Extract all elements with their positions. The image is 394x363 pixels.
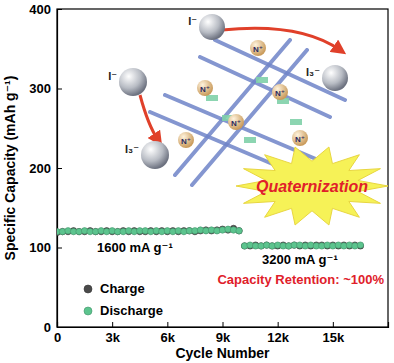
ion-label: N⁺ <box>231 119 241 128</box>
x-axis-line <box>58 322 389 328</box>
x-tick: 9k <box>216 322 231 345</box>
y-tick-mark <box>57 168 62 169</box>
y-axis-line <box>58 10 63 328</box>
iodide-sphere <box>199 14 225 40</box>
framework-node <box>256 77 268 83</box>
y-tick: 200 <box>29 161 62 176</box>
legend-label: Discharge <box>100 303 163 318</box>
y-tick-mark <box>57 89 62 90</box>
y-tick-label: 0 <box>44 320 51 335</box>
y-tick-mark <box>57 248 62 249</box>
ion-label: I⁻ <box>108 70 117 82</box>
y-tick: 400 <box>29 2 62 17</box>
legend-marker <box>84 285 92 293</box>
x-tick-label: 12k <box>267 330 289 345</box>
ammonium-sphere <box>272 84 288 100</box>
iodide-sphere <box>119 68 147 96</box>
x-tick: 12k <box>267 322 289 345</box>
y-tick: 300 <box>29 81 62 96</box>
point <box>357 243 363 249</box>
x-tick-label: 6k <box>161 330 176 345</box>
annotation: 3200 mA g⁻¹ <box>262 252 338 267</box>
x-tick-mark <box>112 322 113 327</box>
x-axis-title: Cycle Number <box>175 345 270 361</box>
ion-label: I₃⁻ <box>125 143 139 155</box>
ion-label: N⁺ <box>181 137 191 146</box>
y-tick: 100 <box>29 240 62 255</box>
y-tick-mark <box>57 9 62 10</box>
x-axis: 0 3k 6k 9k 12k 15k <box>54 322 389 345</box>
ion-label: N⁺ <box>295 135 305 144</box>
x-tick-label: 9k <box>216 330 231 345</box>
ammonium-sphere <box>292 130 308 146</box>
y-axis-title: Specific Capacity (mAh g⁻¹) <box>2 76 18 261</box>
ion-label: I⁻ <box>188 15 197 27</box>
y-tick-label: 400 <box>29 2 51 17</box>
annotation: Capacity Retention: ~100% <box>217 272 384 287</box>
ammonium-sphere <box>228 114 244 130</box>
x-tick-mark <box>333 322 334 327</box>
starburst <box>236 147 388 225</box>
framework-bond <box>200 57 330 117</box>
plot-frame <box>57 9 388 327</box>
x-tick: 15k <box>322 322 344 345</box>
x-tick-label: 0 <box>54 330 61 345</box>
x-tick: 3k <box>105 322 120 345</box>
ion-label: I₃⁻ <box>306 66 320 78</box>
ion-label: N⁺ <box>253 45 263 54</box>
x-tick-mark <box>278 322 279 327</box>
framework-node <box>206 95 218 101</box>
arrow <box>140 95 158 140</box>
point <box>236 228 242 234</box>
point <box>357 242 363 248</box>
y-tick-mark <box>57 327 62 328</box>
x-tick: 6k <box>161 322 176 345</box>
x-tick-mark <box>223 322 224 327</box>
legend-marker <box>84 307 92 315</box>
framework-bond <box>175 40 290 175</box>
ion-label: N⁺ <box>200 85 210 94</box>
ion-label: N⁺ <box>275 89 285 98</box>
ammonium-sphere <box>197 80 213 96</box>
x-tick-label: 3k <box>105 330 120 345</box>
y-tick-label: 100 <box>29 240 51 255</box>
iodide-sphere <box>322 65 348 91</box>
annotation: Quaternization <box>256 178 368 195</box>
legend: Charge Discharge <box>84 281 163 318</box>
y-axis: 0 100 200 300 400 <box>29 2 62 335</box>
legend-label: Charge <box>100 281 145 296</box>
x-tick-mark <box>167 322 168 327</box>
framework-node <box>244 137 256 143</box>
y-tick: 0 <box>44 320 62 335</box>
ammonium-sphere <box>250 40 266 56</box>
x-tick-label: 15k <box>322 330 344 345</box>
framework-node <box>290 119 302 125</box>
y-tick-label: 200 <box>29 161 51 176</box>
y-tick-label: 300 <box>29 81 51 96</box>
annotation: 1600 mA g⁻¹ <box>97 240 173 255</box>
iodide-sphere <box>141 141 169 169</box>
chart: 0 3k 6k 9k 12k 15k 0 100 200 300 400 Cycle Number Sp… <box>0 0 394 363</box>
point <box>236 228 242 234</box>
arrow <box>222 28 340 50</box>
ammonium-sphere <box>178 132 194 148</box>
